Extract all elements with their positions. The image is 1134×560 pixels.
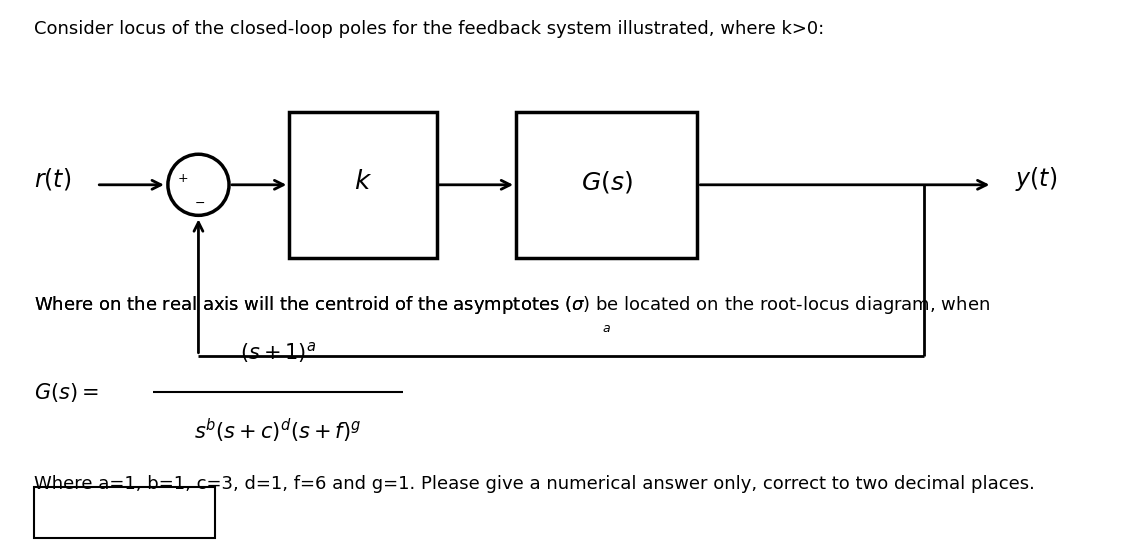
Bar — [289, 112, 437, 258]
Text: Where on the real axis will the centroid of the asymptotes ($\sigma$) be located: Where on the real axis will the centroid… — [34, 294, 990, 316]
Text: −: − — [195, 197, 205, 210]
Text: $G(s) =$: $G(s) =$ — [34, 380, 99, 404]
Text: +: + — [178, 172, 188, 185]
Bar — [516, 112, 697, 258]
Text: $s^{b}(s+c)^{d}(s+f)^{g}$: $s^{b}(s+c)^{d}(s+f)^{g}$ — [194, 417, 362, 445]
Text: $k$: $k$ — [354, 169, 372, 195]
Text: Where on the real axis will the centroid of the asymptotes ($\sigma$: Where on the real axis will the centroid… — [34, 294, 585, 316]
Text: $y(t)$: $y(t)$ — [1015, 165, 1057, 193]
Text: $G(s)$: $G(s)$ — [581, 169, 633, 195]
Text: $r(t)$: $r(t)$ — [34, 166, 71, 192]
Text: Consider locus of the closed-loop poles for the feedback system illustrated, whe: Consider locus of the closed-loop poles … — [34, 20, 824, 38]
Text: $a$: $a$ — [602, 322, 611, 335]
Bar — [34, 487, 215, 538]
Text: Where a=1, b=1, c=3, d=1, f=6 and g=1. Please give a numerical answer only, corr: Where a=1, b=1, c=3, d=1, f=6 and g=1. P… — [34, 475, 1035, 493]
Text: $(s+1)^{a}$: $(s+1)^{a}$ — [239, 340, 316, 365]
Text: Where on the real axis will the centroid of the asymptotes ($\sigma\,$) be locat: Where on the real axis will the centroid… — [34, 294, 993, 316]
